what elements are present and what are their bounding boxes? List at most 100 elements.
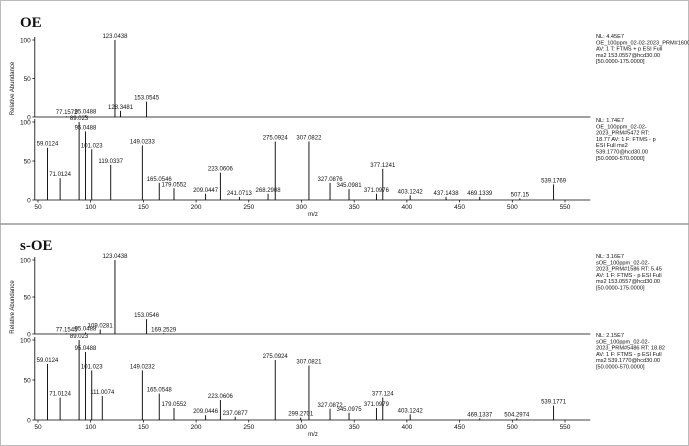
x-tick-label: 50 [34,424,42,431]
scan-info: NL: 1.74E7 [596,118,624,124]
y-tick-label: 100 [20,119,31,126]
peak-label: 507.15 [511,192,530,198]
x-tick-label: 250 [243,204,254,211]
x-tick-label: 100 [85,424,96,431]
y-tick-label: 50 [24,76,32,83]
peak-label: 469.1337 [467,412,493,418]
peak-label: 128.3481 [108,105,134,111]
peak-label: 101.023 [81,143,103,149]
peak-label: 101.023 [81,364,103,370]
peak-label: 275.0924 [263,136,289,142]
x-tick-label: 50 [34,204,42,211]
peak-label: 377.124 [372,392,394,398]
peak-label: 77.1572 [56,110,78,116]
scan-info: 2023_PRM#1586 RT: 5.45 [596,267,662,273]
y-tick-label: 0 [27,417,31,424]
peak-label: 95.0488 [75,109,97,115]
scan-info: 539.1770@hcd30.00 [596,150,648,156]
scan-info: 2023_PRM#5472 RT: [596,131,650,137]
scan-info: [50.0000-570.0000] [596,365,645,371]
peak-label: 95.0488 [75,346,97,352]
x-tick-label: 350 [349,204,360,211]
scan-info: sOE_100ppm_02-02- [596,260,650,266]
x-tick-label: 500 [507,424,518,431]
peak-label: 237.0877 [223,411,249,417]
peak-label: 371.0976 [364,188,390,194]
peak-label: 89.023 [70,334,89,340]
peak-label: 437.1438 [434,191,460,197]
peak-label: 223.0606 [208,167,234,173]
peak-label: 469.1339 [467,191,493,197]
peak-label: 307.0822 [296,136,322,142]
scan-info: ms2 153.0557@hcd30.00 [596,279,660,285]
peak-label: 504.2974 [504,412,530,418]
y-tick-label: 0 [27,331,31,338]
peak-label: 111.0074 [90,390,115,396]
peak-label: 327.0876 [318,177,344,183]
peak-label: 371.0979 [364,402,390,408]
x-tick-label: 450 [454,424,465,431]
peak-label: 123.0438 [102,34,128,40]
scan-info: AV: 1 T: FTMS + p ESI Full [596,47,662,53]
peak-label: 223.0606 [208,394,234,400]
x-tick-label: 150 [138,204,149,211]
scan-info: AV: 1 F: FTMS - p ESI Full [596,273,662,279]
peak-label: 165.0548 [147,388,173,394]
panel-title: s-OE [20,238,53,254]
y-tick-label: 100 [20,37,31,44]
peak-label: 268.2908 [256,188,282,194]
scan-info: NL: 3.16E7 [596,254,624,260]
peak-label: 209.0447 [193,188,219,194]
x-tick-label: 550 [560,204,571,211]
y-tick-label: 50 [24,158,32,165]
x-tick-label: 250 [243,424,254,431]
peak-label: 149.0232 [130,364,156,370]
peak-label: 179.0552 [161,402,187,408]
scan-info: [50.0000-570.0000] [596,156,645,162]
x-tick-label: 400 [401,424,412,431]
x-tick-label: 300 [296,204,307,211]
x-tick-label: 300 [296,424,307,431]
peak-label: 77.1545 [56,327,78,333]
peak-label: 403.1242 [398,408,424,414]
x-tick-label: 550 [560,424,571,431]
scan-info: ms2 539.1770@hcd30.00 [596,358,660,364]
y-tick-label: 100 [20,337,31,344]
peak-label: 307.0821 [296,360,322,366]
peak-label: 119.0337 [98,159,123,165]
peak-label: 377.1241 [370,163,396,169]
scan-info: [50.0000-175.0000] [596,286,645,292]
y-axis-label: Relative Abundance [10,61,16,115]
x-tick-label: 450 [454,204,465,211]
scan-info: NL: 2.15E7 [596,333,624,339]
peak-label: 59.0124 [37,358,59,364]
scan-info: 2023_PRM#5486 RT: 18.82 [596,346,665,352]
peak-label: 109.0281 [88,324,114,330]
scan-info: sOE_100ppm_02-02- [596,339,650,345]
peak-label: 345.0981 [337,183,363,189]
y-tick-label: 50 [24,294,32,301]
peak-label: 275.0924 [263,354,289,360]
peak-label: 71.0124 [49,172,71,178]
peak-label: 89.023 [70,116,89,122]
y-tick-label: 100 [20,257,31,264]
scan-info: 18.77 AV: 1 F: FTMS - p [596,137,656,143]
x-axis-label: m/z [308,212,318,218]
peak-label: 153.0545 [134,96,160,102]
scan-info: ESI Full ms2 [596,143,628,149]
peak-label: 209.0446 [193,409,219,415]
x-tick-label: 400 [401,204,412,211]
peak-label: 169.2529 [151,327,177,333]
peak-label: 299.2701 [288,412,314,418]
peak-label: 165.0546 [147,177,173,183]
scan-info: AV: 1 F: FTMS - p ESI Full [596,352,662,358]
y-tick-label: 0 [27,197,31,204]
x-tick-label: 150 [138,424,149,431]
peak-label: 539.1771 [541,400,567,406]
scan-info: OE_100ppm_02-02-2023_PRM#1600 RT: 5.50 [596,40,689,46]
peak-label: 71.0124 [49,392,71,398]
x-axis-label: m/z [308,432,318,438]
peak-label: 539.1769 [541,178,567,184]
panel-title: OE [20,15,42,31]
